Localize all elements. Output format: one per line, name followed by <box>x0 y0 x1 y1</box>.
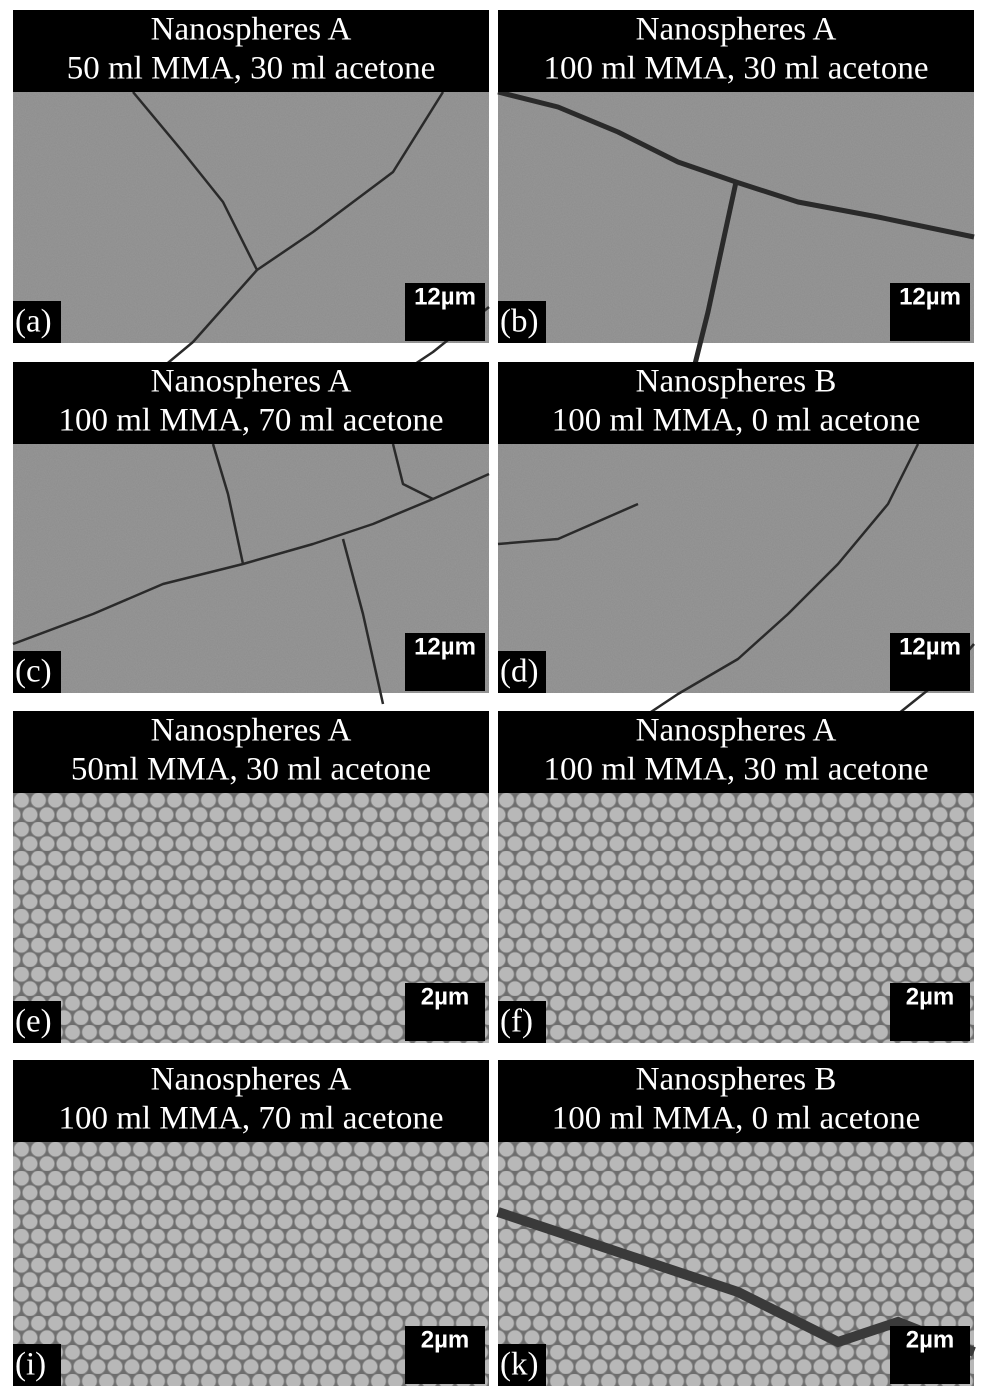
title-line: Nanospheres A <box>636 12 837 48</box>
title-line: Nanospheres B <box>636 1062 837 1098</box>
title-line: Nanospheres A <box>151 713 352 749</box>
title-line: 50ml MMA, 30 ml acetone <box>71 752 431 788</box>
title-line: Nanospheres A <box>151 1062 352 1098</box>
title-line: Nanospheres A <box>151 364 352 400</box>
title-line: Nanospheres A <box>151 12 352 48</box>
panel-label: (k) <box>500 1347 538 1383</box>
title-line: 50 ml MMA, 30 ml acetone <box>67 51 435 87</box>
panel-label: (i) <box>15 1347 46 1383</box>
scale-text: 12µm <box>414 283 476 310</box>
scale-text: 12µm <box>899 633 961 660</box>
scale-bar <box>896 317 964 335</box>
scale-bar <box>411 317 479 335</box>
scale-bar <box>411 667 479 685</box>
panel-label: (f) <box>500 1004 533 1040</box>
panel-label: (b) <box>500 304 538 340</box>
title-line: Nanospheres A <box>636 713 837 749</box>
scale-bar <box>896 1017 964 1035</box>
scale-text: 2µm <box>421 983 470 1010</box>
panel-label: (e) <box>15 1004 52 1040</box>
scale-text: 2µm <box>906 983 955 1010</box>
title-line: 100 ml MMA, 30 ml acetone <box>544 51 929 87</box>
scale-text: 2µm <box>906 1326 955 1353</box>
title-line: Nanospheres B <box>636 364 837 400</box>
scale-bar <box>896 1360 964 1378</box>
scale-bar <box>411 1017 479 1035</box>
scale-bar <box>411 1360 479 1378</box>
scale-bar <box>896 667 964 685</box>
figure: Nanospheres A50 ml MMA, 30 ml acetone(a)… <box>0 0 986 1387</box>
scale-text: 2µm <box>421 1326 470 1353</box>
scale-text: 12µm <box>414 633 476 660</box>
title-line: 100 ml MMA, 30 ml acetone <box>544 752 929 788</box>
panel-label: (c) <box>15 654 52 690</box>
scale-text: 12µm <box>899 283 961 310</box>
title-line: 100 ml MMA, 0 ml acetone <box>552 1101 920 1137</box>
title-line: 100 ml MMA, 70 ml acetone <box>59 1101 444 1137</box>
title-line: 100 ml MMA, 0 ml acetone <box>552 403 920 439</box>
title-line: 100 ml MMA, 70 ml acetone <box>59 403 444 439</box>
panel-label: (a) <box>15 304 52 340</box>
panel-label: (d) <box>500 654 538 690</box>
